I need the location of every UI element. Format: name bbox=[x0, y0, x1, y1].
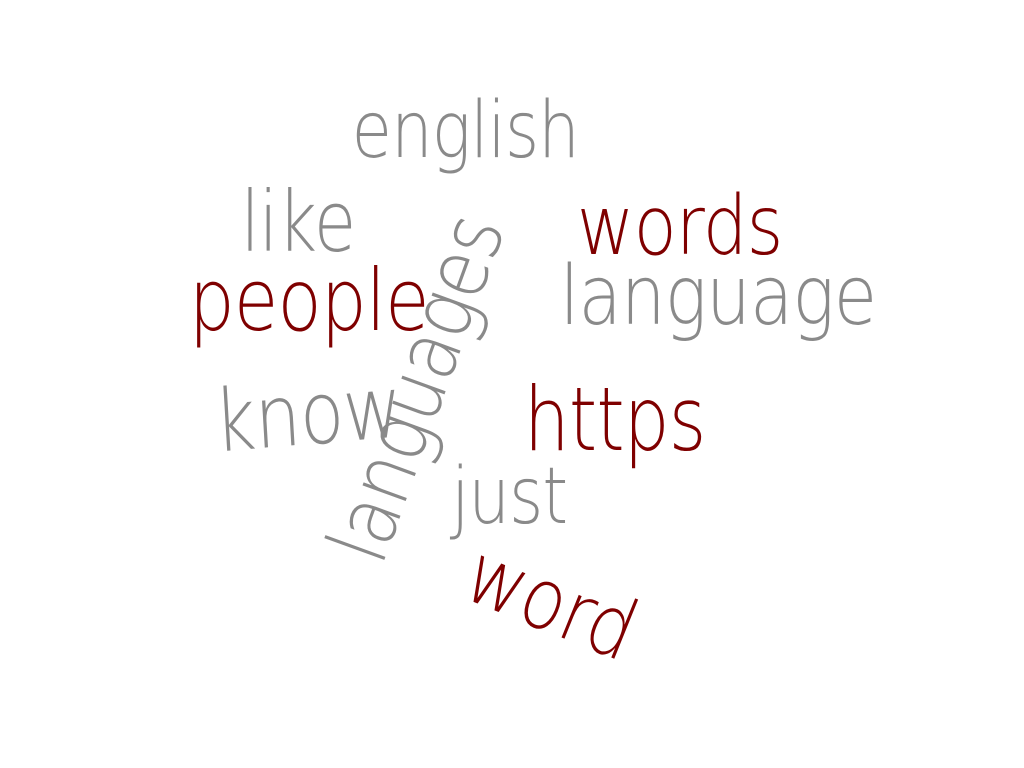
word-https: https bbox=[523, 368, 706, 471]
word-word: word bbox=[452, 523, 651, 681]
word-just: just bbox=[451, 452, 568, 542]
word-english: english bbox=[351, 86, 580, 176]
word-like: like bbox=[240, 173, 357, 271]
word-words: words bbox=[576, 179, 784, 274]
word-language: language bbox=[559, 249, 877, 344]
word-people: people bbox=[188, 251, 430, 351]
